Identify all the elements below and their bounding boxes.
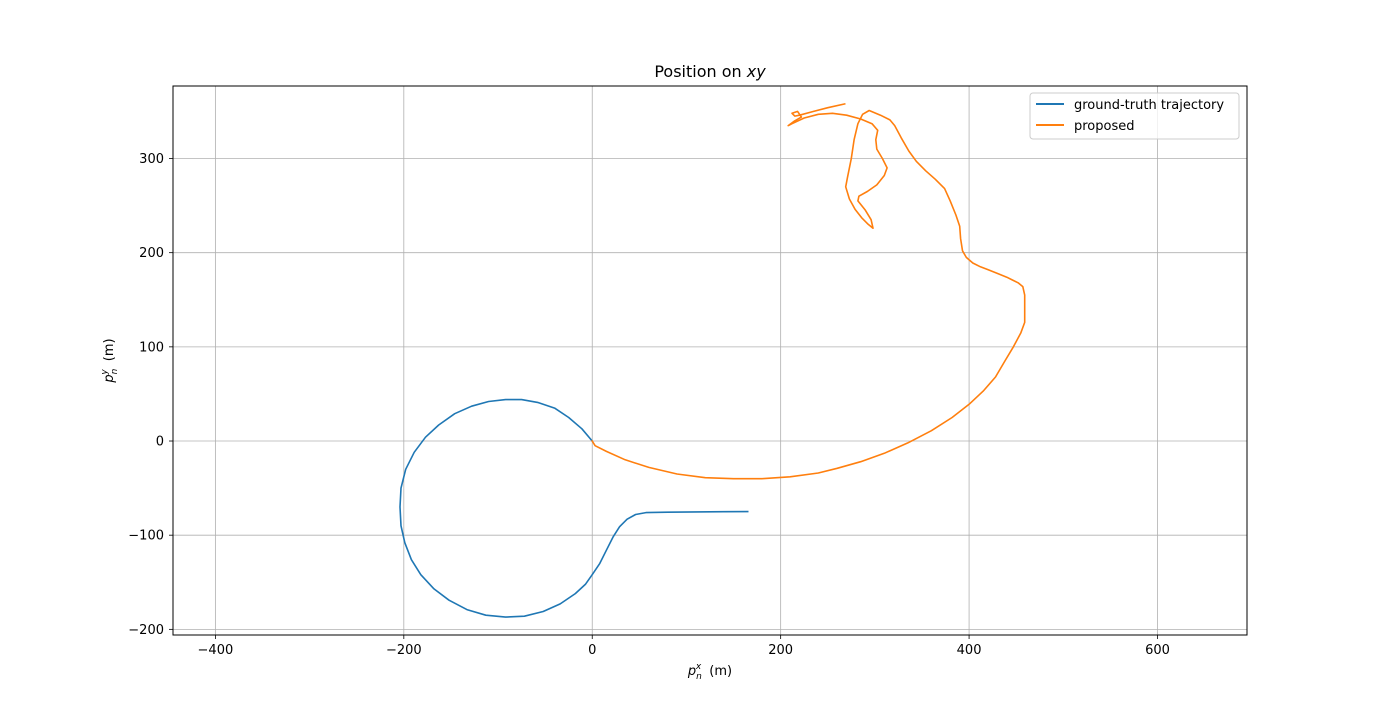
grid — [173, 86, 1247, 635]
x-tick-label: 600 — [1145, 643, 1170, 658]
y-tick-label: 100 — [139, 340, 164, 355]
y-tick-label: 300 — [139, 152, 164, 167]
x-tick-label: 400 — [957, 643, 982, 658]
y-tick-label: 0 — [156, 435, 164, 450]
ticks: −400 −200 0 200 400 600 −200 −100 0 100 200 300 — [128, 152, 1170, 658]
legend-box — [1029, 92, 1240, 140]
series-line-0 — [399, 398, 749, 618]
legend-label-proposed: proposed — [1074, 119, 1135, 134]
x-tick-label: 0 — [588, 643, 596, 658]
legend: ground-truth trajectory proposed — [1029, 92, 1240, 140]
x-tick-label: 200 — [768, 643, 793, 658]
y-tick-label: −100 — [128, 529, 164, 544]
plot-area — [399, 102, 1026, 618]
y-tick-label: 200 — [139, 246, 164, 261]
axes-frame — [172, 85, 1248, 636]
series-line-1 — [591, 102, 1026, 480]
x-axis-label: pnx (m) — [687, 662, 732, 682]
chart-title: Position on xy — [654, 62, 766, 81]
x-tick-label: −400 — [198, 643, 234, 658]
y-tick-label: −200 — [128, 623, 164, 638]
y-axis-label: pny (m) — [100, 338, 120, 383]
legend-label-ground-truth: ground-truth trajectory — [1074, 98, 1224, 113]
x-tick-label: −200 — [386, 643, 422, 658]
